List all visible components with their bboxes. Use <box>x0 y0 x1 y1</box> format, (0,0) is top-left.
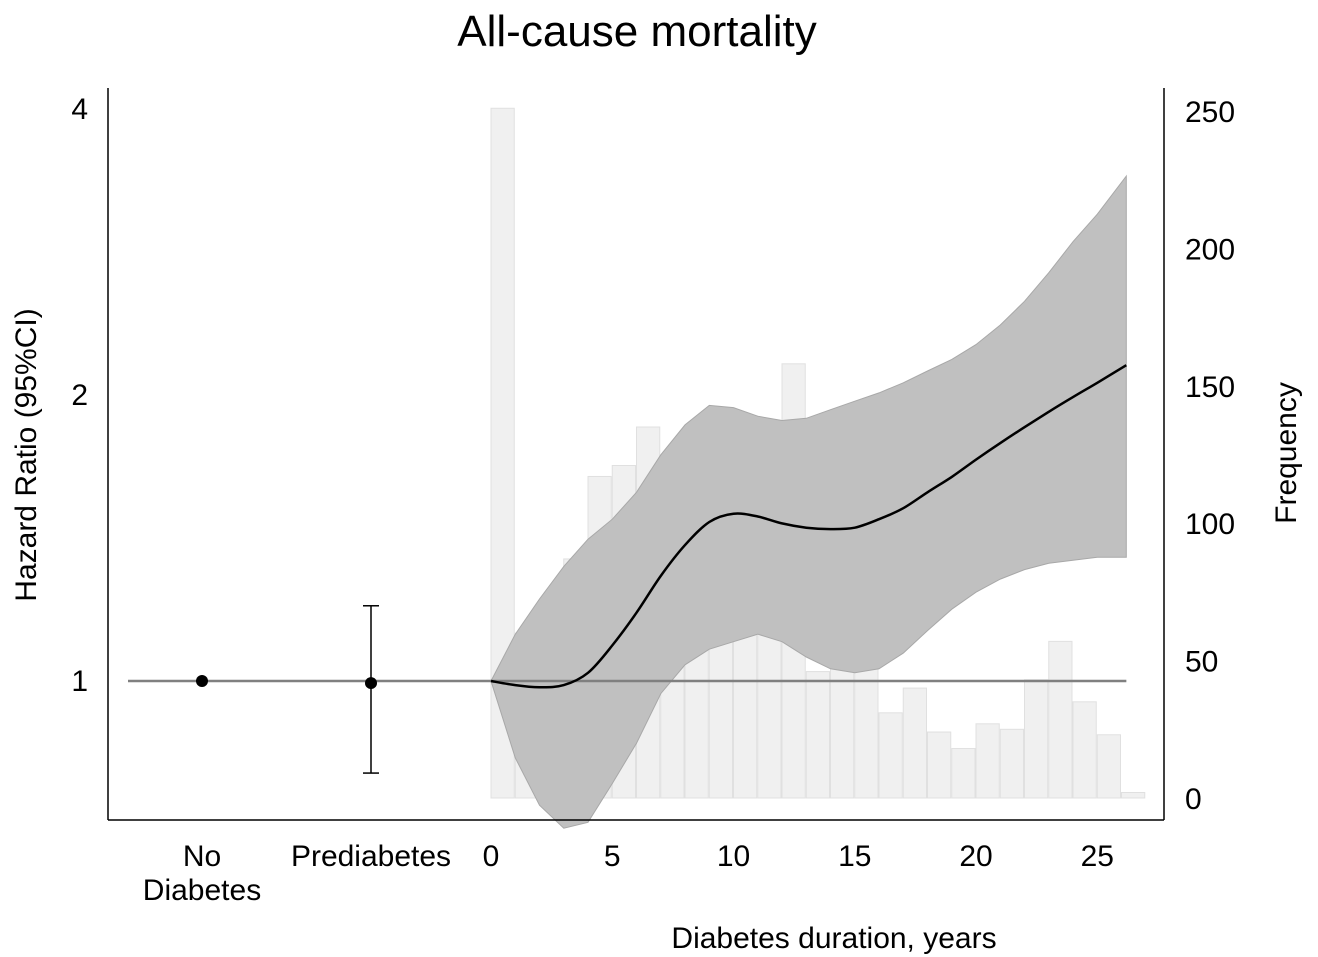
histogram-bar <box>830 668 855 799</box>
x-tick-label: 20 <box>959 840 992 873</box>
histogram-bar <box>1121 792 1146 799</box>
x-tick-label: 15 <box>838 840 871 873</box>
category-label-line2: Diabetes <box>143 874 261 907</box>
histogram-bar <box>1048 640 1073 799</box>
chart-title: All-cause mortality <box>457 7 816 56</box>
histogram-bar <box>1096 734 1121 799</box>
histogram-bar <box>854 668 879 799</box>
histogram-bar <box>975 723 1000 799</box>
x-tick-label: 5 <box>604 840 621 873</box>
histogram-bar <box>805 671 830 799</box>
category-label: No <box>183 840 221 873</box>
histogram-bar <box>1024 679 1049 799</box>
histogram-bar <box>878 712 903 799</box>
right-tick-label: 0 <box>1185 783 1202 816</box>
x-tick-label: 10 <box>717 840 750 873</box>
x-tick-label: 25 <box>1081 840 1114 873</box>
x-tick-label: 0 <box>483 840 500 873</box>
histogram-bar <box>757 632 782 799</box>
histogram-bar <box>490 107 515 799</box>
y-axis-label-right: Frequency <box>1270 382 1303 524</box>
histogram-bar <box>927 731 952 799</box>
right-axis-ticks: 0 50 100 150 200 250 <box>1185 96 1235 816</box>
left-axis-ticks: 1 2 4 <box>71 93 88 698</box>
category-label: Prediabetes <box>291 840 451 873</box>
histogram-bar <box>733 618 758 799</box>
category-point <box>196 675 208 687</box>
histogram-bar <box>951 748 976 799</box>
right-tick-label: 150 <box>1185 371 1235 404</box>
right-tick-label: 50 <box>1185 646 1218 679</box>
y-axis-label-left: Hazard Ratio (95%CI) <box>10 308 43 601</box>
right-tick-label: 100 <box>1185 508 1235 541</box>
right-tick-label: 250 <box>1185 96 1235 129</box>
x-axis-label: Diabetes duration, years <box>671 922 996 955</box>
left-tick-label: 1 <box>71 665 88 698</box>
x-axis-ticks: 0 5 10 15 20 25 <box>483 840 1114 873</box>
right-tick-label: 200 <box>1185 233 1235 266</box>
hazard-ratio-curve <box>490 364 1127 689</box>
histogram-bar <box>902 687 927 799</box>
category-point <box>365 677 377 690</box>
category-markers <box>196 605 379 774</box>
left-tick-label: 2 <box>71 379 88 412</box>
histogram-bar <box>999 728 1024 799</box>
left-tick-label: 4 <box>71 93 88 126</box>
histogram-bar <box>1072 701 1097 799</box>
